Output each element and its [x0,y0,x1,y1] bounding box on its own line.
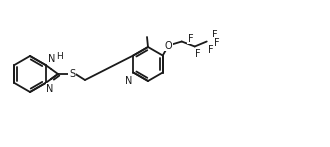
Text: N: N [48,54,55,64]
Text: F: F [195,49,201,59]
Text: F: F [214,37,219,47]
Text: F: F [212,30,217,40]
Text: H: H [56,52,63,61]
Text: S: S [69,69,75,79]
Text: F: F [188,34,193,44]
Text: N: N [47,84,54,94]
Text: N: N [125,76,132,86]
Text: O: O [165,41,173,51]
Text: F: F [208,45,214,55]
